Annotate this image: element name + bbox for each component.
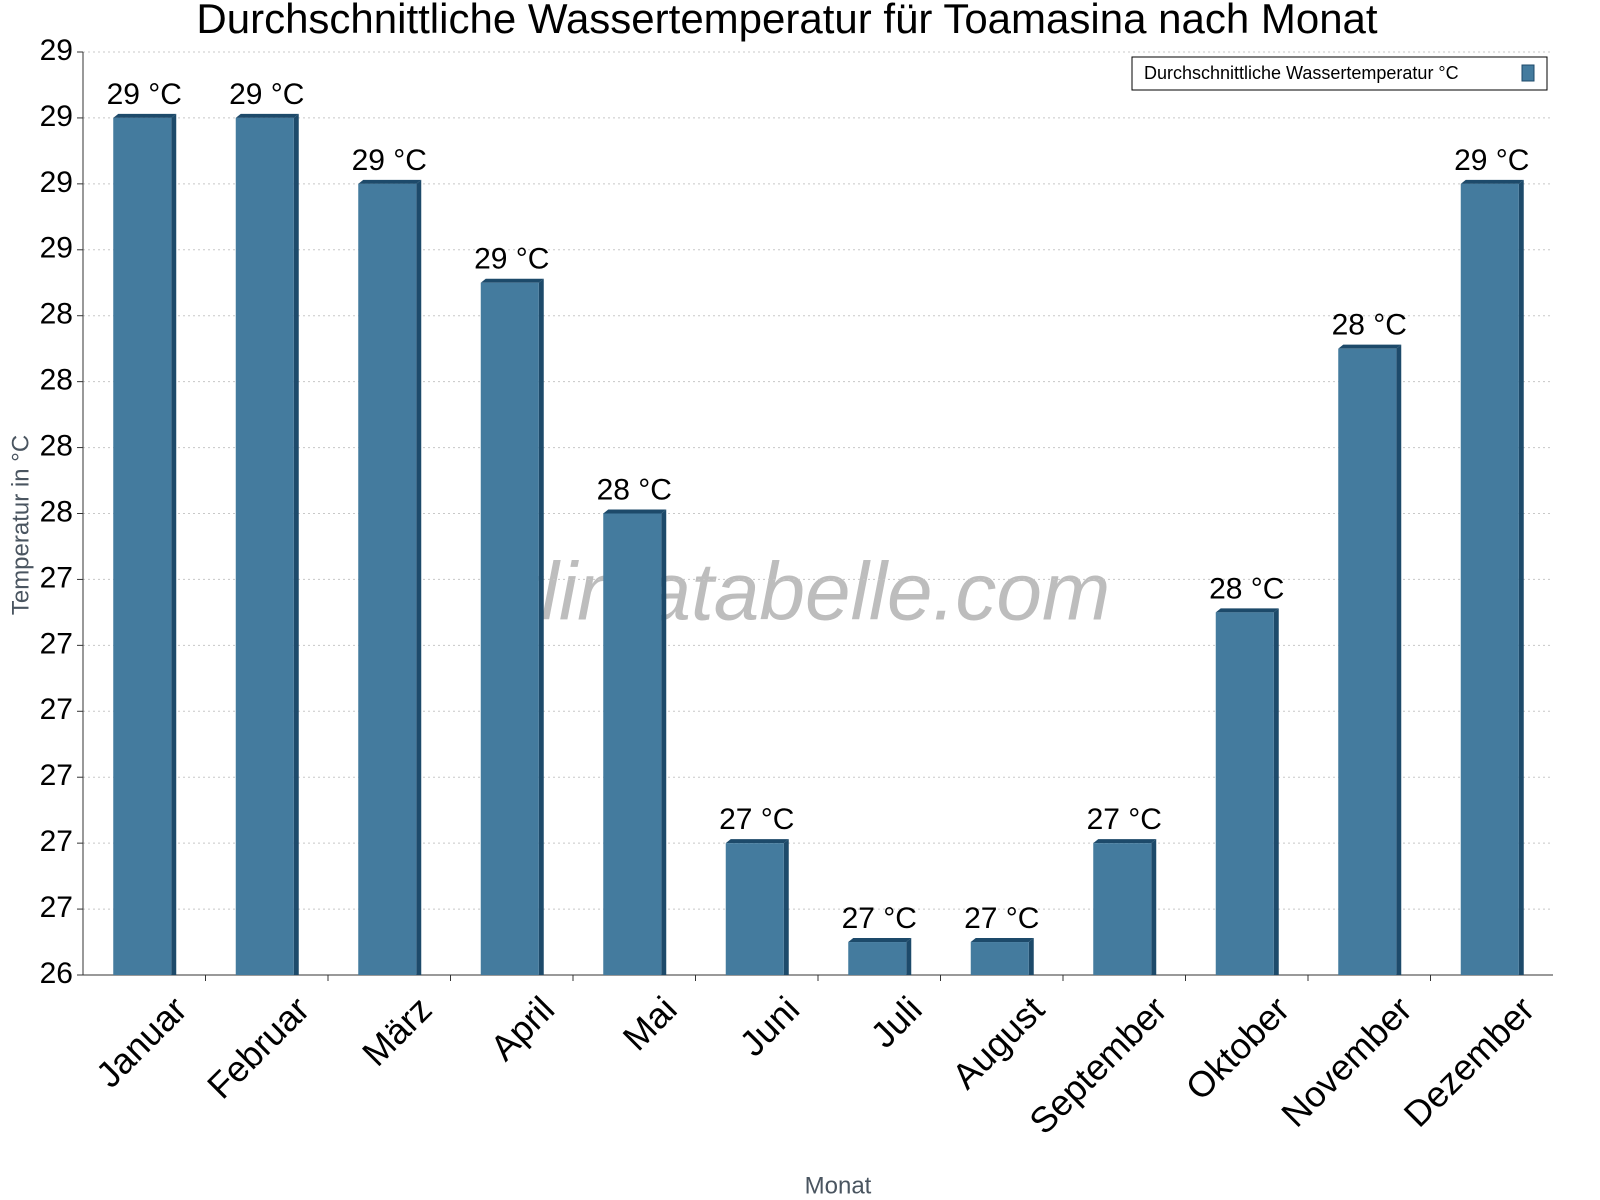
value-label: 27 °C: [964, 902, 1039, 935]
bar-side: [783, 839, 789, 975]
bar-side: [1028, 938, 1034, 975]
bar-top: [480, 278, 544, 283]
bar: [235, 117, 294, 975]
bar-side: [661, 509, 667, 975]
x-tick-label: Mai: [615, 988, 685, 1058]
x-tick-label: April: [482, 988, 562, 1068]
bar: [848, 942, 907, 975]
chart-title: Durchschnittliche Wassertemperatur für T…: [196, 0, 1378, 42]
y-tick-label: 27: [40, 627, 73, 660]
bar: [603, 513, 662, 975]
legend-box: [1131, 56, 1548, 91]
bar-top: [235, 113, 299, 118]
value-label: 28 °C: [1209, 572, 1284, 605]
bar: [970, 942, 1029, 975]
x-tick-label: Juli: [862, 988, 929, 1055]
legend-label: Durchschnittliche Wassertemperatur °C: [1144, 63, 1459, 83]
value-label: 29 °C: [229, 78, 304, 111]
value-label: 29 °C: [352, 144, 427, 177]
x-tick-label: Juni: [731, 988, 807, 1064]
bar-side: [1396, 344, 1402, 975]
x-axis-title: Monat: [805, 1172, 872, 1199]
y-tick-label: 27: [40, 825, 73, 858]
y-tick-label: 29: [40, 100, 73, 133]
value-label: 28 °C: [597, 473, 672, 506]
bar: [1338, 348, 1397, 975]
bar-top: [970, 938, 1034, 943]
x-tick-label: Oktober: [1178, 988, 1298, 1108]
y-tick-label: 27: [40, 561, 73, 594]
x-tick-label: Februar: [199, 988, 317, 1106]
bar: [1460, 183, 1519, 975]
bar-top: [725, 839, 789, 844]
y-tick-label: 28: [40, 298, 73, 331]
bar-top: [603, 509, 667, 514]
value-label: 29 °C: [1454, 144, 1529, 177]
bar-top: [113, 113, 177, 118]
bar-side: [538, 278, 544, 975]
bar-side: [416, 179, 422, 975]
legend: Durchschnittliche Wassertemperatur °C: [1131, 56, 1548, 91]
y-tick-label: 29: [40, 166, 73, 199]
y-tick-label: 28: [40, 495, 73, 528]
bar-side: [1151, 839, 1157, 975]
bar-top: [1093, 839, 1157, 844]
bar: [725, 843, 784, 975]
bar: [1093, 843, 1152, 975]
bar-side: [1273, 608, 1279, 975]
value-label: 27 °C: [719, 803, 794, 836]
y-tick-label: 27: [40, 759, 73, 792]
value-label: 27 °C: [842, 902, 917, 935]
y-tick-label: 29: [40, 34, 73, 67]
value-label: 27 °C: [1087, 803, 1162, 836]
bar: [358, 183, 417, 975]
bar: [480, 282, 539, 975]
y-tick-label: 27: [40, 891, 73, 924]
bar-side: [1518, 179, 1524, 975]
value-label: 29 °C: [107, 78, 182, 111]
x-tick-label: August: [944, 988, 1052, 1096]
y-axis-title: Temperatur in °C: [7, 435, 34, 615]
bar: [1215, 612, 1274, 975]
bar-top: [1460, 179, 1524, 184]
legend-swatch: [1521, 64, 1535, 82]
x-tick-label: November: [1273, 988, 1419, 1134]
bar-top: [1338, 344, 1402, 349]
bar-side: [906, 938, 912, 975]
bar-top: [1215, 608, 1279, 613]
x-tick-label: März: [354, 988, 440, 1074]
bar-top: [848, 938, 912, 943]
y-tick-label: 28: [40, 364, 73, 397]
bar-side: [293, 113, 299, 975]
value-label: 29 °C: [474, 243, 549, 276]
bar: [113, 117, 172, 975]
x-tick-label: Januar: [88, 988, 195, 1095]
y-tick-label: 27: [40, 693, 73, 726]
bar-top: [358, 179, 422, 184]
y-tick-label: 29: [40, 232, 73, 265]
bar-side: [171, 113, 177, 975]
watermark: klimatabelle.com: [500, 547, 1111, 638]
y-tick-label: 26: [40, 957, 73, 990]
y-tick-label: 28: [40, 429, 73, 462]
value-label: 28 °C: [1332, 309, 1407, 342]
x-tick-label: Dezember: [1396, 988, 1542, 1134]
